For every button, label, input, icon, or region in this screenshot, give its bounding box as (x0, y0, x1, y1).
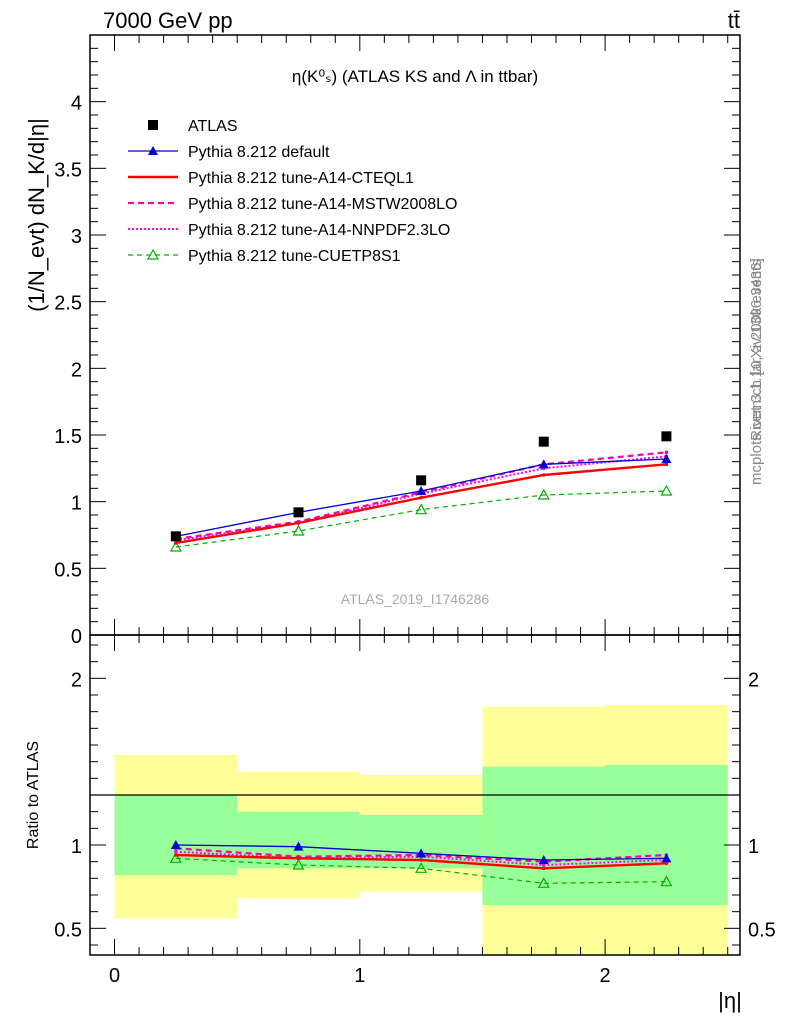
main-point-default (538, 459, 549, 469)
main-y-ticks: 0 0.5 1 1.5 2 2.5 3 3.5 4 (54, 35, 740, 648)
ratio-point-cteql1 (664, 861, 669, 866)
ratio-y-tick-label-right: 0.5 (748, 919, 776, 941)
ratio-point-nnpdf (174, 849, 178, 854)
ratio-panel: 0.5 0.5 1 1 2 2 0 1 2 Ratio to ATLAS |η| (25, 634, 776, 1013)
data-point (661, 431, 672, 442)
ratio-inner-band (114, 795, 238, 875)
ratio-point-default (293, 841, 304, 851)
legend-marker-default (148, 146, 158, 155)
ratio-y-tick-label: 0.5 (54, 919, 82, 941)
main-y-tick-label: 3 (71, 226, 82, 248)
energy-label: 7000 GeV pp (103, 8, 233, 33)
ratio-point-cuetp8s1 (660, 875, 673, 887)
main-y-tick-label: 2.5 (54, 293, 82, 315)
main-series-line-mstw (175, 451, 667, 541)
ratio-series-line-cuetp8s1 (175, 857, 667, 884)
ratio-point-default (170, 840, 181, 849)
ratio-uncertainty-bands (114, 705, 728, 955)
ratio-point-cuetp8s1 (537, 877, 550, 888)
main-point-cuetp8s1 (537, 488, 550, 500)
rivet-version-label: Rivet 3.1.10, ≥ 200k events (748, 259, 765, 441)
ratio-point-cteql1 (296, 856, 301, 861)
data-point (416, 475, 427, 486)
main-y-tick-label: 2 (71, 359, 82, 381)
data-point (293, 507, 304, 518)
data-point (170, 531, 181, 542)
main-y-tick-label: 3.5 (54, 159, 82, 181)
main-point-default (661, 454, 672, 463)
ratio-frame (89, 634, 741, 956)
main-y-tick-label: 1.5 (54, 426, 82, 448)
legend-label-nnpdf: Pythia 8.212 tune-A14-NNPDF2.3LO (188, 222, 450, 239)
main-panel: 0 0.5 1 1.5 2 2.5 3 3.5 4 η(K⁰ₛ) (ATLAS KS and Λ… (24, 34, 741, 648)
main-series-layer (169, 431, 673, 552)
ratio-point-cuetp8s1 (169, 852, 182, 863)
main-point-cteql1 (296, 521, 301, 525)
main-point-cteql1 (174, 541, 178, 545)
main-y-tick-label: 4 (71, 93, 82, 115)
ratio-y-tick-label-right: 2 (748, 669, 759, 691)
main-point-default (416, 486, 427, 495)
main-series-line-cuetp8s1 (175, 490, 667, 548)
main-point-mstw (664, 450, 669, 455)
ratio-y-axis-label: Ratio to ATLAS (25, 741, 42, 849)
main-point-cuetp8s1 (292, 524, 305, 536)
main-point-cteql1 (541, 473, 546, 477)
data-point (538, 436, 549, 447)
ratio-point-cteql1 (541, 866, 546, 871)
legend-label-data: ATLAS (188, 118, 238, 135)
legend-marker-cuetp8s1 (146, 248, 160, 260)
x-axis-label: |η| (718, 988, 742, 1013)
ratio-point-cuetp8s1 (415, 862, 428, 873)
ratio-y-tick-label-right: 1 (748, 836, 759, 858)
legend-label-cteql1: Pythia 8.212 tune-A14-CTEQL1 (188, 170, 414, 187)
main-point-cuetp8s1 (169, 540, 182, 552)
ratio-point-nnpdf (541, 863, 546, 867)
ratio-series-layer (169, 840, 673, 888)
x-tick-label: 1 (354, 965, 365, 987)
ratio-point-default (416, 848, 427, 858)
main-y-tick-label: 1 (71, 493, 82, 515)
ratio-point-default (538, 855, 549, 864)
legend-label-default: Pythia 8.212 default (188, 144, 330, 161)
ratio-axis-ticks: 0.5 0.5 1 1 2 2 0 1 2 (54, 635, 776, 987)
main-point-cteql1 (664, 462, 669, 467)
main-point-cuetp8s1 (415, 503, 428, 515)
ratio-point-cteql1 (174, 853, 178, 857)
x-tick-label: 2 (600, 965, 611, 987)
main-point-cteql1 (419, 495, 423, 500)
ratio-inner-band (482, 766, 606, 905)
analysis-label: ATLAS_2019_I1746286 (341, 591, 490, 607)
ratio-point-cuetp8s1 (292, 858, 305, 870)
ratio-inner-band (605, 765, 728, 905)
main-point-cuetp8s1 (660, 484, 673, 496)
legend-label-cuetp8s1: Pythia 8.212 tune-CUETP8S1 (188, 248, 401, 265)
main-y-axis-label: (1/N_evt) dN_K/d|η| (24, 118, 49, 312)
legend-label-mstw: Pythia 8.212 tune-A14-MSTW2008LO (188, 196, 457, 213)
legend: ATLAS Pythia 8.212 default Pythia 8.212 tu… (128, 118, 457, 265)
ratio-point-cteql1 (419, 858, 423, 862)
ratio-y-tick-label: 1 (71, 836, 82, 858)
main-y-tick-label: 0 (71, 626, 82, 648)
mcplots-label: mcplots.cern.ch [arXiv:1306.3436] (748, 258, 765, 485)
ratio-point-default (661, 853, 672, 863)
ratio-y-tick-label: 2 (71, 669, 82, 691)
process-label: tt̄ (728, 8, 740, 33)
main-y-tick-label: 0.5 (54, 559, 82, 581)
main-title: η(K⁰ₛ) (ATLAS KS and Λ in ttbar) (292, 67, 538, 86)
legend-marker-data (148, 120, 158, 130)
x-tick-label: 0 (109, 965, 120, 987)
